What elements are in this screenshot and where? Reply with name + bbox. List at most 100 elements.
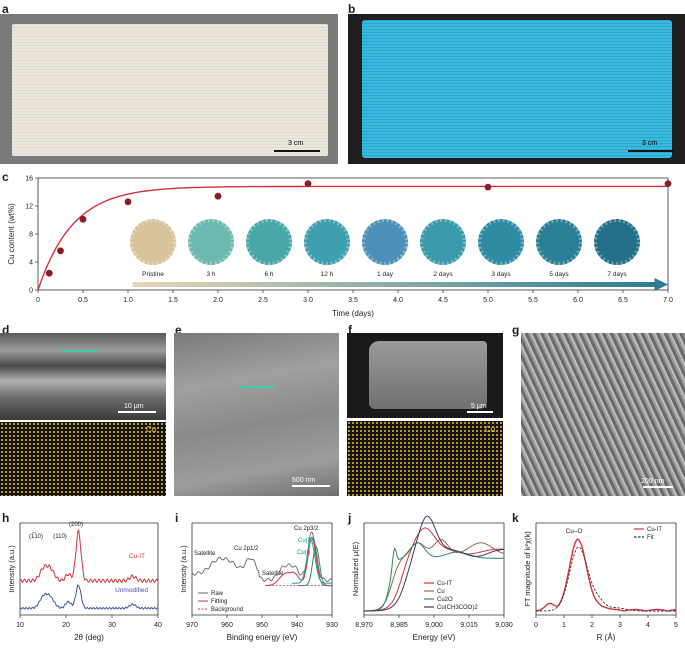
- annotation: Cu(II): [298, 538, 313, 544]
- swatch-disc: [246, 219, 292, 265]
- x-tick-label: 8,970: [355, 622, 373, 629]
- legend-label: Cu2O: [437, 597, 453, 603]
- x-axis-label: Energy (eV): [413, 633, 456, 642]
- y-axis-label: Intensity (a.u.): [7, 545, 16, 593]
- x-tick-label: 1.5: [168, 297, 178, 304]
- x-tick-label: 2: [590, 622, 594, 629]
- panel-label-d: d: [2, 323, 10, 337]
- x-tick-label: 30: [108, 622, 116, 629]
- legend-label: Cu(CH3COO)2: [437, 605, 478, 611]
- swatch-label: 5 days: [549, 271, 569, 278]
- scalebar-d: [118, 411, 156, 413]
- series-line-fit: [536, 546, 676, 612]
- photo-pristine-fabric: 3 cm: [0, 14, 338, 164]
- x-tick-label: 0: [534, 622, 538, 629]
- sem-image-e: 500 nm: [174, 333, 339, 496]
- series-label: Unmodified: [115, 587, 148, 594]
- panel-label-g: g: [512, 323, 520, 337]
- legend-label: Cu: [437, 589, 445, 595]
- swatch-disc: [188, 219, 234, 265]
- swatch-label: 3 h: [206, 271, 215, 278]
- panel-label-b: b: [348, 2, 356, 16]
- x-tick-label: 9,030: [495, 622, 513, 629]
- x-tick-label: 40: [154, 622, 162, 629]
- x-tick-label: 930: [326, 622, 338, 629]
- peak-label: (200): [69, 522, 83, 528]
- scalebar-e-label: 500 nm: [292, 477, 316, 484]
- swatch-weave: [359, 216, 411, 268]
- panel-label-f: f: [348, 323, 352, 337]
- annotation: Satellite: [194, 551, 216, 557]
- x-tick-label: 960: [221, 622, 233, 629]
- x-tick-label: 2.0: [213, 297, 223, 304]
- x-tick-label: 6.0: [573, 297, 583, 304]
- x-tick-label: 940: [291, 622, 303, 629]
- x-tick-label: 7.0: [663, 297, 673, 304]
- data-point: [45, 269, 53, 277]
- scalebar-b: [628, 150, 674, 152]
- legend-label: Fit: [647, 535, 654, 541]
- series-line: [364, 515, 505, 612]
- cu-map-f: Cu: [347, 421, 503, 496]
- annotation: Cu–O: [566, 528, 583, 535]
- scalebar-g-label: 200 nm: [641, 478, 665, 485]
- series-line: [364, 539, 505, 612]
- x-tick-label: 3.0: [303, 297, 313, 304]
- swatch-weave: [127, 216, 179, 268]
- sem-image-f: 5 µm: [347, 333, 503, 418]
- legend-label: Cu-IT: [437, 581, 452, 587]
- legend-label: Cu-IT: [647, 527, 662, 533]
- data-point: [484, 183, 492, 191]
- swatch-disc: [594, 219, 640, 265]
- annotation: Cu 2p1/2: [234, 546, 259, 552]
- x-tick-label: 5.0: [483, 297, 493, 304]
- peak-label: (1̅10): [29, 533, 43, 540]
- y-tick-label: 4: [29, 260, 33, 267]
- series-line-unmodified: [19, 584, 159, 610]
- arrow-head-icon: [654, 278, 668, 291]
- x-tick-label: 1: [562, 622, 566, 629]
- scalebar-a: [274, 150, 320, 152]
- swatch-label: 2 days: [433, 271, 453, 278]
- x-tick-label: 1.0: [123, 297, 133, 304]
- swatch-weave: [591, 216, 643, 268]
- annotation: Cu 2p3/2: [294, 526, 319, 532]
- swatch-disc: [304, 219, 350, 265]
- swatch-weave: [301, 216, 353, 268]
- legend-label: Raw: [211, 591, 224, 597]
- data-point: [214, 192, 222, 200]
- annotation: Satellite: [262, 571, 284, 577]
- swatch-label: 6 h: [264, 271, 273, 278]
- swatch-label: 3 days: [491, 271, 511, 278]
- x-tick-label: 4: [646, 622, 650, 629]
- swatch-label: 1 day: [377, 271, 394, 278]
- x-tick-label: 5: [674, 622, 678, 629]
- double-arrow-icon: [62, 350, 98, 352]
- chart-xrd: 10 20 30 40 2θ (deg) Intensity (a.u.) Cu-IT Unm…: [7, 522, 162, 642]
- y-axis-label: Normalized μ(E): [351, 541, 360, 596]
- data-point: [79, 215, 87, 223]
- panel-label-e: e: [175, 323, 182, 337]
- panel-label-i: i: [175, 511, 179, 525]
- scalebar-f-label: 5 µm: [471, 403, 487, 410]
- x-tick-label: 2.5: [258, 297, 268, 304]
- y-axis-label: Intensity (a.u.): [179, 545, 188, 593]
- x-tick-label: 20: [62, 622, 70, 629]
- component-cu-ii: [292, 540, 332, 584]
- gradient-arrow-bar: [132, 282, 655, 287]
- swatch-weave: [533, 216, 585, 268]
- swatch-disc: [130, 219, 176, 265]
- x-tick-label: 3: [618, 622, 622, 629]
- swatch-disc: [536, 219, 582, 265]
- x-tick-label: 6.5: [618, 297, 628, 304]
- x-tick-label: 3.5: [348, 297, 358, 304]
- map-label-f: Cu: [485, 425, 496, 434]
- x-tick-label: 970: [186, 622, 198, 629]
- swatch-label: 12 h: [321, 271, 334, 278]
- panel-label-h: h: [2, 511, 10, 525]
- x-axis-label: Binding energy (eV): [227, 633, 298, 642]
- x-tick-label: 4.5: [438, 297, 448, 304]
- y-axis-label: Cu content (wt%): [7, 203, 16, 265]
- x-tick-label: 0.5: [78, 297, 88, 304]
- data-point: [664, 180, 672, 187]
